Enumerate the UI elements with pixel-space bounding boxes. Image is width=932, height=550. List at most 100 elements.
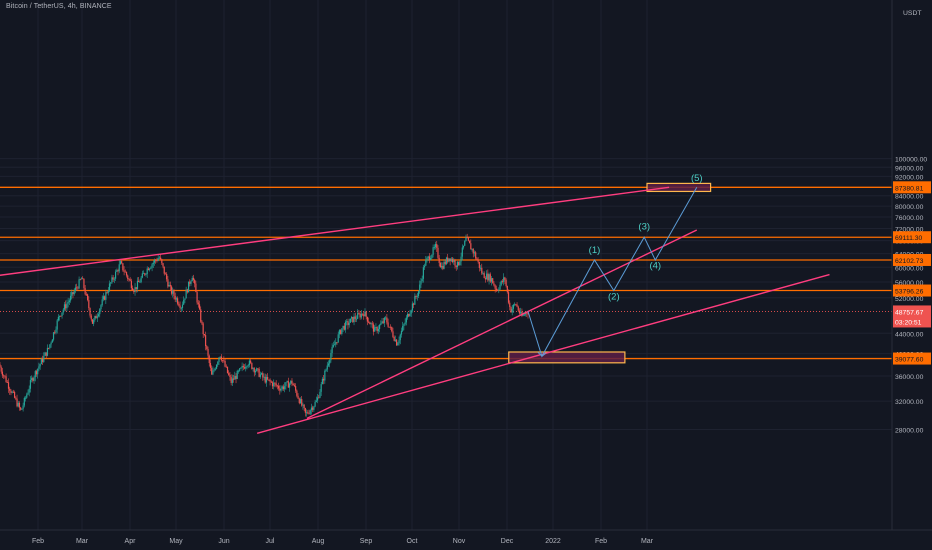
candle-body — [6, 382, 8, 383]
target-zones — [508, 182, 712, 364]
candle-body — [243, 367, 246, 369]
candle-body — [447, 257, 449, 262]
candle-body — [313, 406, 315, 410]
candle-body — [275, 383, 277, 386]
candle-body — [349, 318, 351, 323]
candle-body — [431, 254, 433, 259]
candle-body — [490, 278, 493, 282]
candle-body — [32, 378, 34, 381]
candle-body — [298, 398, 300, 404]
target-zone[interactable] — [508, 351, 626, 364]
candle-body — [427, 256, 429, 258]
candle-body — [101, 299, 103, 306]
candle-body — [153, 260, 156, 263]
candle-body — [247, 365, 249, 367]
candle-body — [186, 289, 188, 293]
candle-body — [399, 334, 401, 341]
candle-body — [224, 361, 226, 367]
candle-body — [503, 277, 505, 282]
time-axis[interactable]: Feb Mar Apr May Jun Jul Aug Sep Oct Nov Dec 2022 Feb… — [32, 538, 654, 545]
candle-body — [425, 259, 427, 266]
candle-body — [43, 355, 45, 362]
candle-body — [320, 384, 322, 392]
candle-body — [73, 291, 75, 295]
candle-body — [0, 364, 1, 368]
candle-body — [522, 314, 524, 316]
candle-body — [436, 244, 438, 248]
candle-body — [472, 248, 474, 254]
candle-body — [359, 313, 361, 318]
candle-body — [420, 281, 422, 285]
candle-body — [291, 380, 293, 384]
target-zone[interactable] — [646, 182, 712, 193]
candle-body — [183, 299, 185, 305]
candle-body — [11, 391, 13, 393]
grid — [0, 0, 892, 530]
candle-body — [512, 304, 515, 309]
candle-body — [168, 284, 170, 287]
candle-body — [449, 258, 451, 262]
candle-body — [220, 356, 223, 361]
candle-body — [341, 328, 343, 334]
candle-body — [476, 258, 478, 261]
candle-body — [161, 259, 163, 264]
candle-body — [129, 279, 131, 281]
candle-body — [12, 391, 14, 393]
level-price-label: 69111.30 — [895, 235, 923, 242]
candle-body — [374, 327, 376, 332]
candle-body — [155, 260, 157, 261]
candle-body — [145, 274, 147, 275]
candle-body — [56, 320, 58, 330]
candle-body — [125, 272, 128, 276]
candle-body — [403, 324, 405, 326]
candle-body — [151, 264, 153, 268]
candle-body — [139, 281, 141, 283]
candle-body — [302, 404, 304, 406]
candle-body — [439, 262, 442, 268]
candle-body — [445, 257, 448, 264]
y-tick-label: 80000.00 — [895, 204, 924, 211]
candle-body — [237, 370, 240, 372]
candle-body — [360, 313, 362, 318]
symbol-title[interactable]: Bitcoin / TetherUS, 4h, BINANCE — [6, 3, 112, 10]
candle-body — [23, 397, 25, 406]
candle-body — [405, 317, 407, 323]
candle-body — [494, 285, 496, 289]
candle-body — [93, 320, 95, 324]
candle-body — [236, 370, 238, 379]
candle-body — [175, 298, 178, 300]
candle-body — [94, 316, 96, 321]
wave-labels: (1) (2) (3) (4) (5) — [589, 173, 703, 303]
candle-body — [52, 332, 55, 340]
candle-body — [146, 268, 148, 275]
x-tick-label: Dec — [501, 538, 514, 545]
candle-body — [464, 240, 466, 246]
candle-body — [15, 397, 17, 399]
trendlines — [0, 186, 830, 434]
candle-body — [0, 367, 2, 372]
candle-body — [200, 309, 202, 322]
price-axis-panel[interactable] — [892, 0, 932, 550]
candle-body — [305, 412, 308, 414]
candle-body — [74, 287, 77, 292]
candle-body — [202, 323, 204, 334]
candle-body — [147, 268, 150, 271]
candle-body — [303, 404, 305, 409]
candle-body — [138, 280, 140, 283]
candle-body — [84, 288, 86, 295]
candle-body — [197, 302, 199, 305]
candle-body — [13, 391, 16, 398]
candle-body — [208, 355, 210, 364]
candle-body — [304, 408, 306, 413]
candle-body — [308, 413, 310, 415]
candle-body — [28, 388, 30, 393]
candle-body — [344, 321, 347, 330]
candle-body — [326, 365, 328, 370]
trendline[interactable] — [306, 229, 698, 420]
candle-body — [325, 369, 327, 371]
trendline[interactable] — [0, 186, 670, 276]
candle-body — [282, 386, 285, 390]
candle-body — [495, 288, 497, 291]
